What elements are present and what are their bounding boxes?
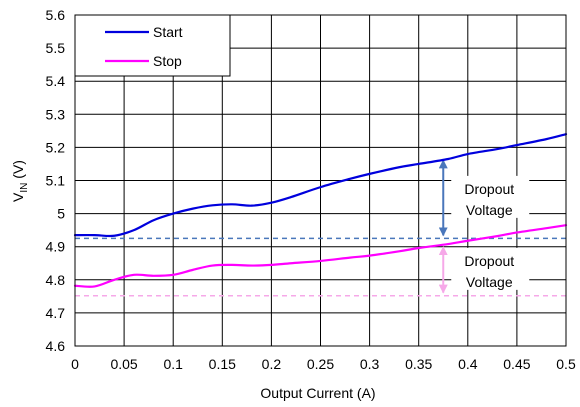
annotations: Dropout Voltage Dropout Voltage xyxy=(438,159,530,294)
series-line-start xyxy=(73,133,568,238)
plot-frame xyxy=(74,14,567,347)
x-tick-label-9: 0.45 xyxy=(503,356,530,372)
y-axis-label-main: V xyxy=(10,192,26,202)
x-tick-label-1: 0.05 xyxy=(110,356,137,372)
dropout-label-0-line-0: Dropout xyxy=(464,181,514,197)
y-axis-label-subscript: IN xyxy=(19,183,30,193)
dropout-label-0-line-1: Voltage xyxy=(466,202,513,218)
x-tick-label-6: 0.3 xyxy=(360,356,380,372)
y-tick-label-2: 4.8 xyxy=(46,272,66,288)
series-line-stop xyxy=(73,224,568,288)
y-tick-label-6: 5.2 xyxy=(46,139,66,155)
x-tick-label-2: 0.1 xyxy=(163,356,183,372)
series-lines xyxy=(73,133,568,288)
legend-label-start: Start xyxy=(153,24,183,40)
y-tick-label-5: 5.1 xyxy=(46,173,66,189)
dropout-label-bg-1 xyxy=(451,247,530,290)
legend-label-stop: Stop xyxy=(153,53,182,69)
dropout-label-1-line-1: Voltage xyxy=(466,274,513,290)
x-tick-label-0: 0 xyxy=(71,356,79,372)
y-tick-label-0: 4.6 xyxy=(46,338,66,354)
dropout-label-1-line-0: Dropout xyxy=(464,253,514,269)
dropout-label-bg-0 xyxy=(451,175,530,218)
y-tick-label-7: 5.3 xyxy=(46,106,66,122)
y-axis-label-unit: (V) xyxy=(10,160,26,183)
y-tick-label-10: 5.6 xyxy=(46,7,66,23)
y-tick-label-1: 4.7 xyxy=(46,305,66,321)
y-tick-label-3: 4.9 xyxy=(46,239,66,255)
x-axis-label: Output Current (A) xyxy=(260,385,375,401)
x-tick-label-3: 0.15 xyxy=(209,356,236,372)
legend-box xyxy=(74,14,231,77)
x-tick-label-8: 0.4 xyxy=(458,356,478,372)
y-tick-label-9: 5.5 xyxy=(46,40,66,56)
tick-labels: 0 0.05 0.1 0.15 0.2 0.25 0.3 0.35 0.4 0.45 0.5 4.6 4… xyxy=(46,7,576,372)
y-tick-label-4: 5 xyxy=(57,206,65,222)
legend: Start Stop xyxy=(74,14,231,77)
y-tick-label-8: 5.4 xyxy=(46,73,66,89)
x-tick-label-10: 0.5 xyxy=(556,356,576,372)
x-tick-label-5: 0.25 xyxy=(307,356,334,372)
y-axis-label: VIN (V) xyxy=(10,160,30,202)
x-tick-label-7: 0.35 xyxy=(405,356,432,372)
x-tick-label-4: 0.2 xyxy=(262,356,282,372)
